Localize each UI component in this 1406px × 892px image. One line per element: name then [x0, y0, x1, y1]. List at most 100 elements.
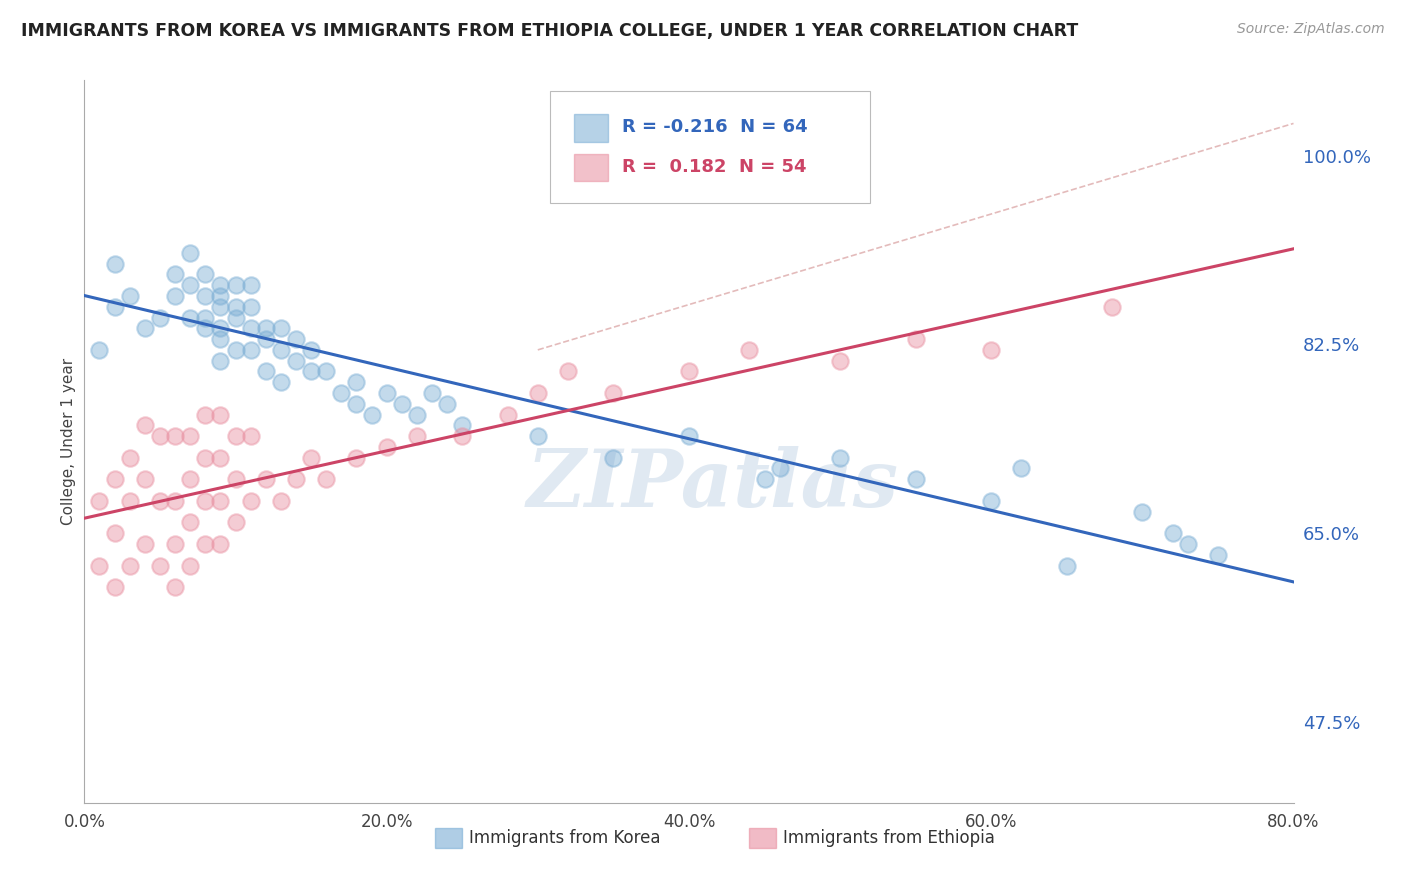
Point [980, 343, 1002, 357]
Point [346, 397, 368, 411]
Point [225, 278, 247, 293]
Point [194, 408, 217, 422]
Point [451, 429, 474, 443]
Point [89, 343, 111, 357]
Point [209, 278, 232, 293]
Point [225, 516, 247, 530]
Point [165, 493, 187, 508]
Point [1101, 300, 1123, 314]
Point [104, 472, 127, 486]
Point [179, 310, 201, 325]
Point [239, 300, 262, 314]
Point [194, 268, 217, 282]
Point [179, 278, 201, 293]
Point [346, 450, 368, 465]
Point [270, 343, 292, 357]
Point [451, 418, 474, 433]
Point [165, 537, 187, 551]
Point [179, 245, 201, 260]
Point [239, 429, 262, 443]
Point [738, 343, 761, 357]
Text: R = -0.216  N = 64: R = -0.216 N = 64 [623, 119, 808, 136]
Point [360, 408, 382, 422]
Point [239, 343, 262, 357]
Point [89, 558, 111, 573]
Point [1132, 505, 1154, 519]
Point [209, 332, 232, 346]
Text: Immigrants from Korea: Immigrants from Korea [468, 830, 661, 847]
Point [1056, 558, 1078, 573]
Text: ZIPatlas: ZIPatlas [527, 446, 900, 524]
Point [179, 472, 201, 486]
Point [299, 343, 322, 357]
Point [104, 580, 127, 594]
Bar [749, 828, 776, 848]
Point [315, 364, 337, 378]
Point [209, 493, 232, 508]
Point [830, 450, 852, 465]
Point [496, 408, 519, 422]
Point [299, 450, 322, 465]
Bar [574, 154, 607, 181]
Text: IMMIGRANTS FROM KOREA VS IMMIGRANTS FROM ETHIOPIA COLLEGE, UNDER 1 YEAR CORRELAT: IMMIGRANTS FROM KOREA VS IMMIGRANTS FROM… [21, 22, 1078, 40]
FancyBboxPatch shape [550, 91, 870, 203]
Point [225, 429, 247, 443]
Point [89, 493, 111, 508]
Point [118, 558, 141, 573]
Point [118, 493, 141, 508]
Point [315, 472, 337, 486]
Point [254, 332, 277, 346]
Bar [574, 114, 607, 142]
Point [104, 300, 127, 314]
Point [239, 321, 262, 335]
Point [209, 353, 232, 368]
Point [209, 321, 232, 335]
Point [225, 343, 247, 357]
Point [602, 386, 624, 401]
Point [104, 526, 127, 541]
Point [165, 268, 187, 282]
Point [239, 278, 262, 293]
Point [225, 310, 247, 325]
Point [602, 450, 624, 465]
Point [346, 376, 368, 390]
Point [678, 429, 700, 443]
Point [270, 321, 292, 335]
Point [527, 386, 550, 401]
Point [830, 353, 852, 368]
Point [165, 289, 187, 303]
Point [254, 321, 277, 335]
Point [194, 493, 217, 508]
Point [270, 376, 292, 390]
Point [149, 429, 172, 443]
Point [270, 493, 292, 508]
Point [239, 493, 262, 508]
Point [209, 300, 232, 314]
Point [254, 472, 277, 486]
Point [194, 310, 217, 325]
Point [165, 580, 187, 594]
Point [134, 418, 156, 433]
Point [406, 429, 429, 443]
Point [149, 493, 172, 508]
Point [1161, 526, 1184, 541]
Text: Source: ZipAtlas.com: Source: ZipAtlas.com [1237, 22, 1385, 37]
Point [375, 440, 398, 454]
Point [285, 332, 308, 346]
Point [285, 472, 308, 486]
Point [557, 364, 579, 378]
Point [285, 353, 308, 368]
Point [980, 493, 1002, 508]
Point [209, 289, 232, 303]
Point [754, 472, 776, 486]
Point [678, 364, 700, 378]
Point [1177, 537, 1199, 551]
Point [118, 450, 141, 465]
Point [209, 537, 232, 551]
Point [118, 289, 141, 303]
Point [420, 386, 443, 401]
Text: R =  0.182  N = 54: R = 0.182 N = 54 [623, 158, 807, 176]
Point [179, 429, 201, 443]
Point [165, 429, 187, 443]
Point [149, 558, 172, 573]
